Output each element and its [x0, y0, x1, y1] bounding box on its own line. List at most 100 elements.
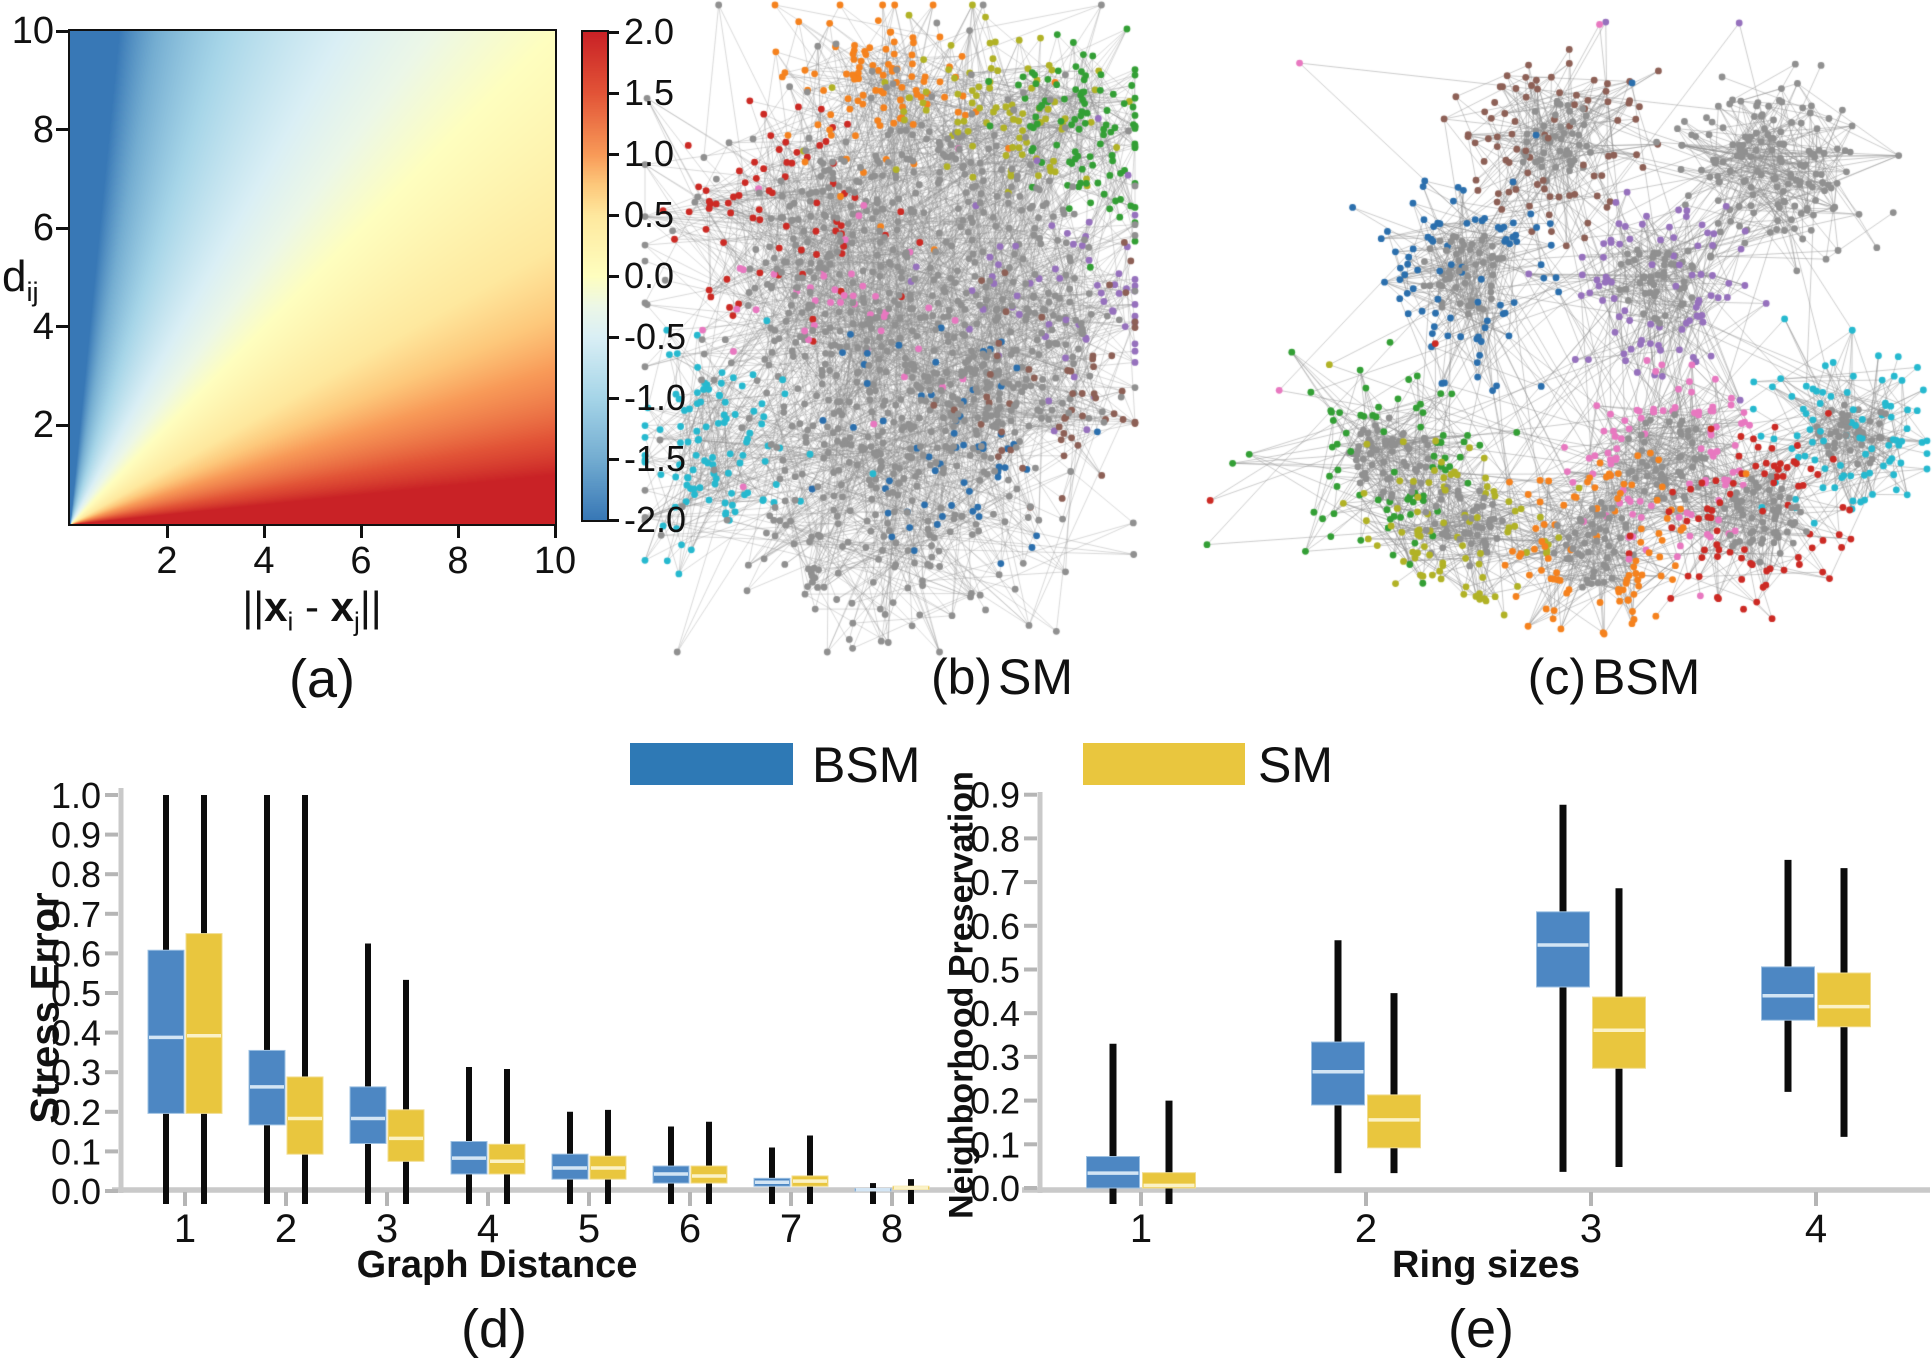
heatmap-y-axis-title: dij	[2, 252, 39, 308]
caption-panel-a: (a)	[289, 649, 355, 709]
heatmap-y-tick-mark	[56, 128, 68, 132]
x-tick-label: 8	[881, 1207, 903, 1251]
heatmap-x-tick-label: 8	[447, 540, 469, 582]
box-sm	[791, 1175, 829, 1187]
box-bsm	[1311, 1041, 1365, 1106]
graph-sm-canvas	[640, 0, 1140, 660]
graph-distance-axis-title: Graph Distance	[356, 1244, 638, 1286]
colorbar-tick-label: 0.0	[624, 255, 675, 296]
caption-panel-b: (b) SM	[931, 648, 1073, 706]
x-tick-label: 1	[174, 1207, 196, 1251]
legend-swatch-bsm	[630, 743, 793, 785]
xlabel-x1: x	[264, 583, 288, 630]
x-tick-label: 1	[1130, 1207, 1152, 1251]
heatmap-x-tick-label: 4	[253, 540, 275, 582]
heatmap-y-tick-mark	[56, 325, 68, 329]
box-sm	[690, 1165, 728, 1184]
x-tick-label: 6	[679, 1207, 701, 1251]
colorbar-tick-label: -1.0	[624, 377, 687, 418]
colorbar-tick-mark	[609, 518, 619, 522]
box-sm	[387, 1109, 425, 1162]
heatmap-x-axis-title: ||xi - xj||	[172, 583, 452, 637]
box-bsm	[1761, 966, 1815, 1021]
box-sm	[892, 1185, 930, 1190]
box-sm	[286, 1076, 324, 1155]
box-sm	[185, 933, 223, 1114]
colorbar-tick-mark	[609, 213, 619, 217]
colorbar-tick-label: -1.5	[624, 438, 687, 479]
heatmap-x-tick-label: 10	[533, 540, 577, 582]
caption-panel-d: (d)	[461, 1299, 527, 1359]
y-tick-label: 0.1	[51, 1131, 101, 1172]
x-tick-label: 3	[1580, 1207, 1602, 1251]
colorbar-tick-label: -2.0	[624, 499, 687, 540]
box-sm	[1367, 1094, 1421, 1149]
box-sm	[589, 1155, 627, 1180]
colorbar-tick-mark	[609, 274, 619, 278]
heatmap-x-tick-mark	[165, 526, 169, 538]
colorbar-canvas	[583, 32, 607, 520]
box-sm	[1817, 972, 1871, 1028]
box-bsm	[753, 1177, 791, 1187]
y-tick-label: 0.8	[51, 854, 101, 895]
colorbar-tick-label: -0.5	[624, 316, 687, 357]
legend-label-bsm: BSM	[812, 737, 921, 793]
box-bsm	[1086, 1156, 1140, 1189]
legend-swatch-sm	[1083, 743, 1245, 785]
caption-panel-e: (e)	[1448, 1299, 1514, 1359]
heatmap-y-tick-mark	[56, 29, 68, 33]
ring-sizes-axis-title: Ring sizes	[1392, 1244, 1580, 1286]
heatmap-y-tick-label: 2	[32, 404, 54, 447]
x-tick-label: 2	[1355, 1207, 1377, 1251]
box-bsm	[450, 1141, 488, 1175]
heatmap-x-tick-label: 6	[350, 540, 372, 582]
y-tick-label: 0.9	[51, 815, 101, 856]
colorbar-tick-label: 1.5	[624, 72, 675, 113]
colorbar-tick-mark	[609, 152, 619, 156]
x-tick-label: 4	[1805, 1207, 1827, 1251]
xlabel-sub1: i	[287, 606, 294, 637]
heatmap-y-tick-label: 8	[32, 108, 54, 151]
y-tick-label: 0.0	[51, 1171, 101, 1212]
colorbar-tick-mark	[609, 335, 619, 339]
box-bsm	[551, 1153, 589, 1180]
box-bsm	[1536, 911, 1590, 988]
colorbar-tick-label: 0.5	[624, 194, 675, 235]
heatmap-y-tick-mark	[56, 423, 68, 427]
legend-label-sm: SM	[1258, 737, 1333, 793]
box-bsm	[854, 1188, 892, 1192]
heatmap-x-tick-mark	[553, 526, 557, 538]
colorbar-tick-mark	[609, 396, 619, 400]
heatmap-x-tick-mark	[359, 526, 363, 538]
colorbar-tick-label: 1.0	[624, 133, 675, 174]
xlabel-bar: ||	[242, 583, 265, 630]
heatmap-ylabel-base: d	[2, 252, 27, 301]
caption-b-paren: (b)	[930, 649, 993, 705]
box-bsm	[248, 1049, 286, 1126]
colorbar-tick-label: 2.0	[624, 11, 675, 52]
box-sm	[1592, 996, 1646, 1069]
caption-c-title: BSM	[1591, 649, 1701, 705]
caption-panel-c: (c) BSM	[1528, 648, 1701, 706]
heatmap-x-tick-label: 2	[156, 540, 178, 582]
graph-bsm-canvas	[1148, 0, 1932, 645]
heatmap-x-tick-mark	[456, 526, 460, 538]
box-bsm	[147, 949, 185, 1114]
box-bsm	[652, 1165, 690, 1184]
heatmap-y-tick-label: 6	[32, 207, 54, 250]
box-sm	[1142, 1172, 1196, 1189]
colorbar-tick-mark	[609, 457, 619, 461]
caption-b-title: SM	[998, 649, 1074, 705]
x-tick-label: 2	[275, 1207, 297, 1251]
heatmap-canvas	[70, 31, 555, 524]
caption-c-paren: (c)	[1527, 649, 1586, 705]
x-tick-label: 7	[780, 1207, 802, 1251]
heatmap-y-tick-label: 4	[32, 305, 54, 348]
colorbar-tick-mark	[609, 91, 619, 95]
xlabel-x2: x	[330, 583, 355, 630]
heatmap-ylabel-sub: ij	[26, 275, 39, 307]
heatmap-y-tick-label: 10	[11, 10, 54, 52]
xlabel-sub2: j	[354, 606, 360, 637]
box-sm	[488, 1143, 526, 1175]
